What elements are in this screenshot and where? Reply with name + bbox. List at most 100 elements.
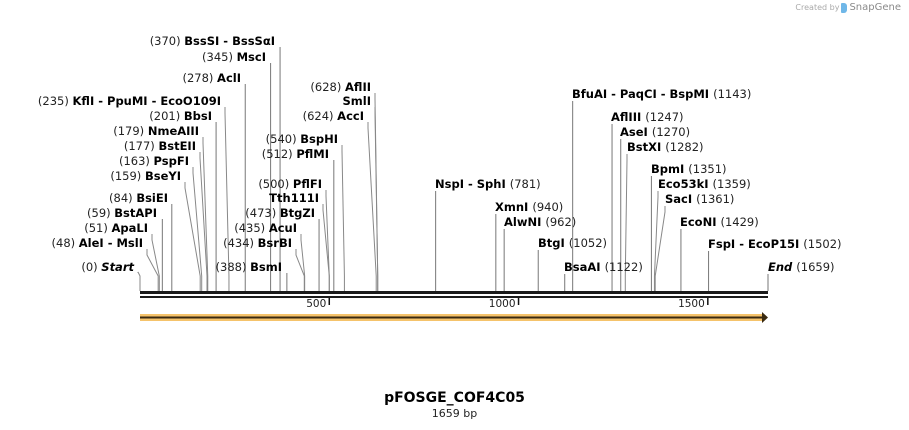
ruler-tick-label: 1000 xyxy=(489,298,516,310)
enzyme-name: NmeAIII xyxy=(148,124,199,138)
cut-site-line xyxy=(624,154,628,291)
site-position: (1282) xyxy=(665,140,703,154)
cut-site-line xyxy=(199,152,208,291)
site-label[interactable]: NspI - SphI (781) xyxy=(435,177,541,191)
site-label[interactable]: BstXI (1282) xyxy=(627,140,704,154)
site-position: (179) xyxy=(113,124,148,138)
site-label[interactable]: (512) PflMI xyxy=(262,147,329,161)
site-label[interactable]: (179) NmeAIII xyxy=(113,124,199,138)
site-label[interactable]: BtgI (1052) xyxy=(538,236,607,250)
site-label[interactable]: (388) BsmI xyxy=(216,260,282,274)
backbone-bottom-strand xyxy=(140,296,768,298)
enzyme-name: SacI xyxy=(665,192,696,206)
site-label[interactable]: (345) MscI xyxy=(202,50,266,64)
site-position: (51) xyxy=(84,221,111,235)
site-position: (235) xyxy=(38,94,73,108)
enzyme-name: KflI - PpuMI - EcoO109I xyxy=(73,94,221,108)
site-labels: (370) BssSI - BssSαI (345) MscI (278) AclI… xyxy=(38,34,842,274)
cut-site-line xyxy=(224,107,230,291)
site-label[interactable]: (59) BstAPI xyxy=(87,206,157,220)
site-label[interactable]: BsaAI (1122) xyxy=(564,260,643,274)
site-label[interactable]: (500) PflFI xyxy=(258,177,322,191)
site-position: (512) xyxy=(262,147,297,161)
enzyme-name: ApaLI xyxy=(112,221,149,235)
site-label[interactable]: EcoNI (1429) xyxy=(680,215,759,229)
site-label[interactable]: (540) BspHI xyxy=(266,132,338,146)
enzyme-name: MscI xyxy=(237,50,266,64)
site-label[interactable]: (48) AleI - MslI xyxy=(52,236,143,250)
site-position: (1270) xyxy=(652,125,690,139)
site-label[interactable]: (0) Start xyxy=(81,260,134,274)
site-position: (201) xyxy=(149,109,184,123)
site-position: (781) xyxy=(510,177,541,191)
site-position: (370) xyxy=(150,34,185,48)
cut-site-line xyxy=(322,204,330,291)
enzyme-name: Tth111I xyxy=(269,191,319,205)
site-label[interactable]: SmlI xyxy=(343,94,372,108)
cut-site-line xyxy=(367,122,377,291)
site-label[interactable]: (159) BseYI xyxy=(110,169,181,183)
site-label[interactable]: (628) AflII xyxy=(310,80,371,94)
enzyme-name: BsiEI xyxy=(136,191,168,205)
cut-site-line xyxy=(653,191,659,291)
site-label[interactable]: (201) BbsI xyxy=(149,109,212,123)
enzyme-name: Eco53kI xyxy=(658,177,713,191)
site-position: (1143) xyxy=(713,87,751,101)
site-label[interactable]: AseI (1270) xyxy=(620,125,690,139)
site-label[interactable]: (434) BsrBI xyxy=(223,236,292,250)
cut-site-line xyxy=(184,182,201,291)
feature-arrow[interactable] xyxy=(140,312,768,323)
site-position: (628) xyxy=(310,80,345,94)
site-position: (1359) xyxy=(713,177,751,191)
site-label[interactable]: (163) PspFI xyxy=(119,154,189,168)
site-position: (159) xyxy=(110,169,145,183)
site-label[interactable]: BfuAI - PaqCI - BspMI (1143) xyxy=(572,87,751,101)
enzyme-name: BtgI xyxy=(538,236,569,250)
site-label[interactable]: (370) BssSI - BssSαI xyxy=(150,34,275,48)
site-label[interactable]: AlwNI (962) xyxy=(504,215,576,229)
site-label[interactable]: (473) BtgZI xyxy=(245,206,315,220)
site-label[interactable]: XmnI (940) xyxy=(495,200,563,214)
site-label[interactable]: BpmI (1351) xyxy=(651,162,727,176)
site-position: (435) xyxy=(234,221,269,235)
enzyme-name: AflIII xyxy=(611,110,645,124)
site-label[interactable]: (84) BsiEI xyxy=(109,191,168,205)
site-label[interactable]: (51) ApaLI xyxy=(84,221,148,235)
site-position: (177) xyxy=(124,139,159,153)
site-label[interactable]: AflIII (1247) xyxy=(611,110,684,124)
enzyme-name: BssSI - BssSαI xyxy=(184,34,275,48)
site-position: (500) xyxy=(258,177,293,191)
enzyme-name: BbsI xyxy=(184,109,212,123)
site-position: (1361) xyxy=(696,192,734,206)
site-position: (48) xyxy=(52,236,79,250)
enzyme-name: BpmI xyxy=(651,162,688,176)
site-label[interactable]: FspI - EcoP15I (1502) xyxy=(708,237,842,251)
site-label[interactable]: Eco53kI (1359) xyxy=(658,177,751,191)
site-label[interactable]: SacI (1361) xyxy=(665,192,734,206)
enzyme-name: BstAPI xyxy=(114,206,157,220)
enzyme-name: Start xyxy=(101,260,134,274)
enzyme-name: AflII xyxy=(345,80,371,94)
site-label[interactable]: (624) AccI xyxy=(303,109,364,123)
cut-site-line xyxy=(151,234,160,291)
cut-site-line xyxy=(202,137,209,291)
site-position: (1429) xyxy=(720,215,758,229)
enzyme-name: EcoNI xyxy=(680,215,720,229)
site-label[interactable]: Tth111I xyxy=(269,191,319,205)
enzyme-name: FspI - EcoP15I xyxy=(708,237,803,251)
credit-brand: SnapGene xyxy=(849,2,901,13)
enzyme-name: PflMI xyxy=(296,147,329,161)
site-position: (0) xyxy=(81,260,101,274)
backbone-top-strand xyxy=(140,291,768,294)
enzyme-name: BsrBI xyxy=(258,236,292,250)
site-label[interactable]: End (1659) xyxy=(768,260,835,274)
site-label[interactable]: (278) AclI xyxy=(182,71,241,85)
site-label[interactable]: (177) BstEII xyxy=(124,139,196,153)
enzyme-name: AseI xyxy=(620,125,652,139)
site-label[interactable]: (435) AcuI xyxy=(234,221,297,235)
snapgene-credit: Created by SnapGene xyxy=(795,2,901,13)
dna-backbone xyxy=(140,291,768,298)
enzyme-name: AleI - MslI xyxy=(79,236,143,250)
site-label[interactable]: (235) KflI - PpuMI - EcoO109I xyxy=(38,94,221,108)
